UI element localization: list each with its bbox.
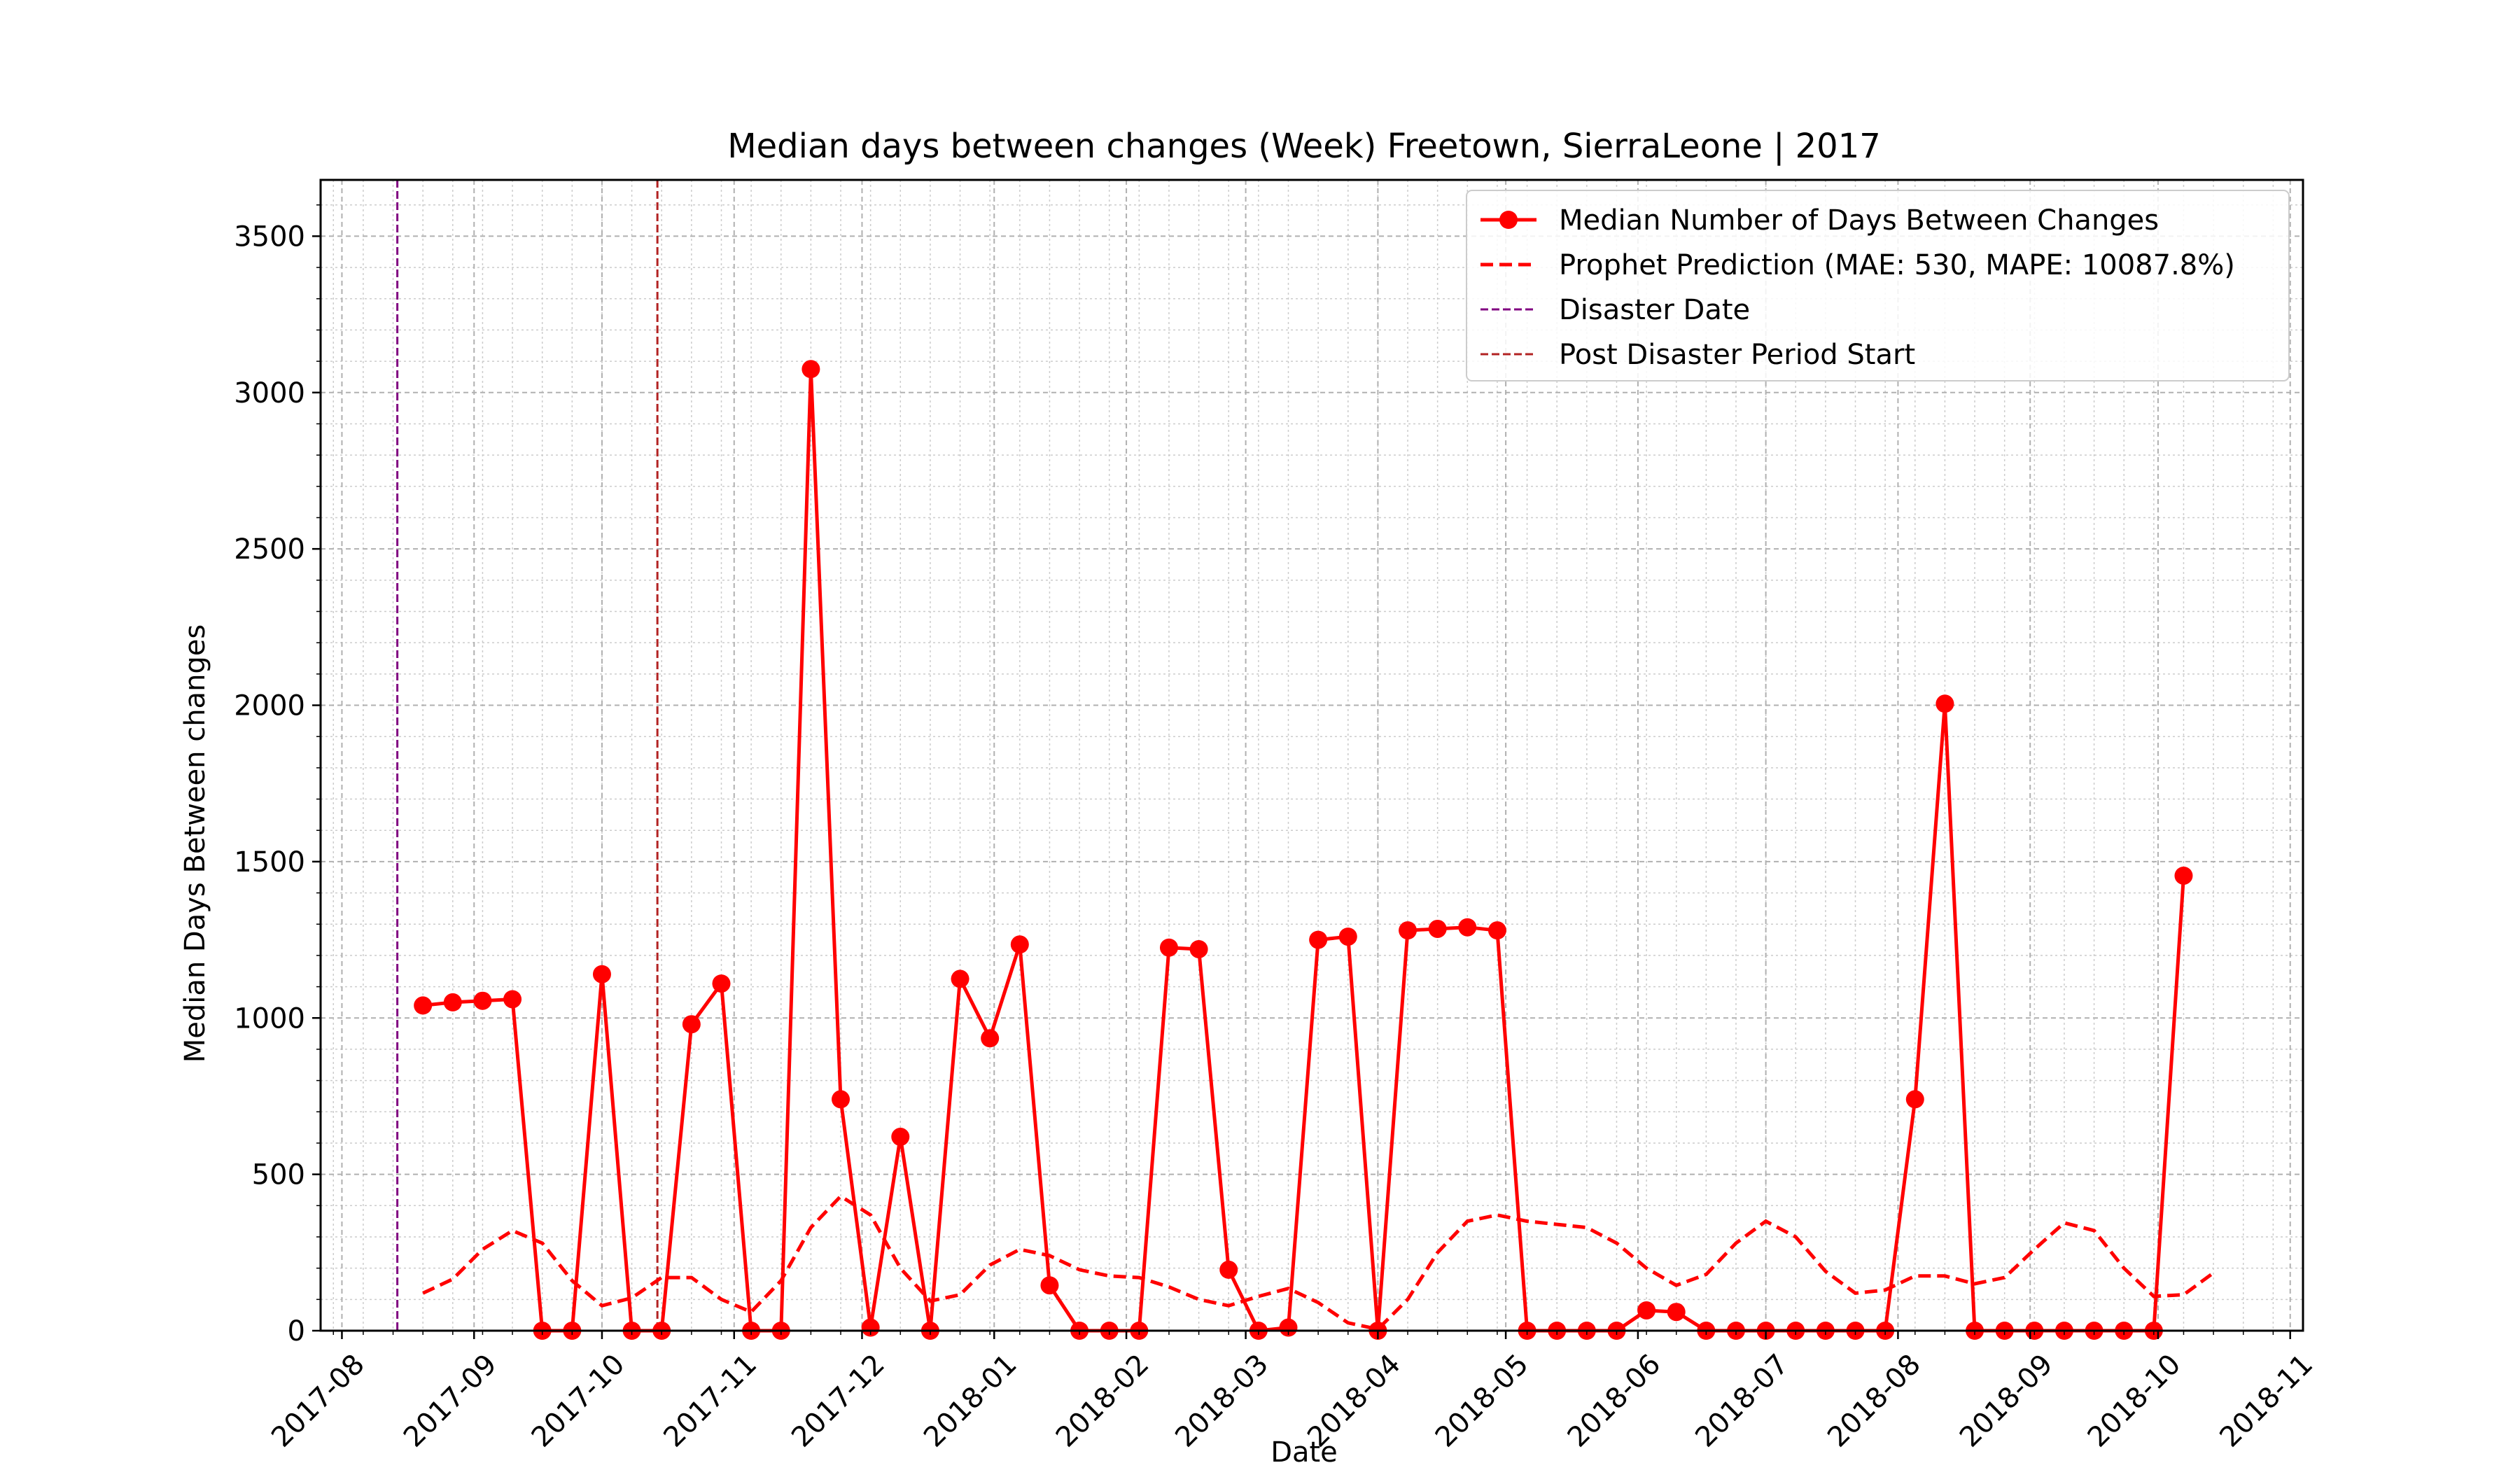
data-point [1428,919,1447,938]
data-point [1309,930,1328,949]
data-point [1667,1303,1686,1322]
legend-label: Median Number of Days Between Changes [1559,204,2159,237]
chart-title: Median days between changes (Week) Freet… [727,127,1881,166]
y-tick-label: 3000 [234,377,305,410]
data-point [1905,1090,1924,1109]
legend-label: Post Disaster Period Start [1559,339,1915,371]
y-tick-label: 3500 [234,220,305,253]
data-point [2174,866,2193,885]
data-point [981,1029,1000,1048]
legend: Median Number of Days Between Changes Pro… [1466,190,2290,382]
data-point [802,360,820,379]
data-point [443,993,462,1011]
data-point [712,974,731,993]
y-tick-label: 2000 [234,690,305,722]
data-point [951,969,969,988]
data-point [1935,694,1954,713]
data-point [682,1015,701,1034]
data-point [503,990,522,1009]
data-point [1399,921,1418,940]
reference-lines [396,180,659,1331]
y-tick-label: 1000 [234,1002,305,1035]
legend-label: Prophet Prediction (MAE: 530, MAPE: 1008… [1559,249,2235,281]
data-point [414,996,433,1015]
plot-frame [319,178,2304,1332]
legend-box [1466,190,2290,382]
data-point [1010,935,1029,954]
y-tick-label: 500 [252,1159,305,1191]
data-point [1488,921,1506,940]
legend-marker [1499,211,1518,229]
x-axis-label: Date [1270,1436,1338,1469]
data-point [1279,1318,1298,1337]
data-point [1189,939,1208,958]
data-point [832,1090,850,1109]
data-point [1040,1276,1059,1295]
data-point [861,1318,880,1337]
data-point [1159,938,1178,957]
data-point [1458,918,1477,937]
y-axis-ticks: 0 500 1000 1500 2000 2500 3000 3500 [234,204,321,1348]
y-tick-label: 1500 [234,846,305,878]
y-axis-label: Median Days Between changes [179,624,211,1063]
y-tick-label: 0 [288,1315,305,1348]
data-point [891,1128,910,1147]
major-grid [321,180,2303,1331]
data-point [473,991,492,1010]
series-layer [414,360,2215,1340]
prophet-prediction-line [422,1194,2215,1331]
data-point [1219,1260,1238,1279]
y-tick-label: 2500 [234,533,305,566]
data-point [592,965,611,983]
data-point [1338,927,1357,946]
legend-label: Disaster Date [1559,294,1750,326]
axes [319,178,2304,1332]
data-point [1637,1301,1656,1320]
